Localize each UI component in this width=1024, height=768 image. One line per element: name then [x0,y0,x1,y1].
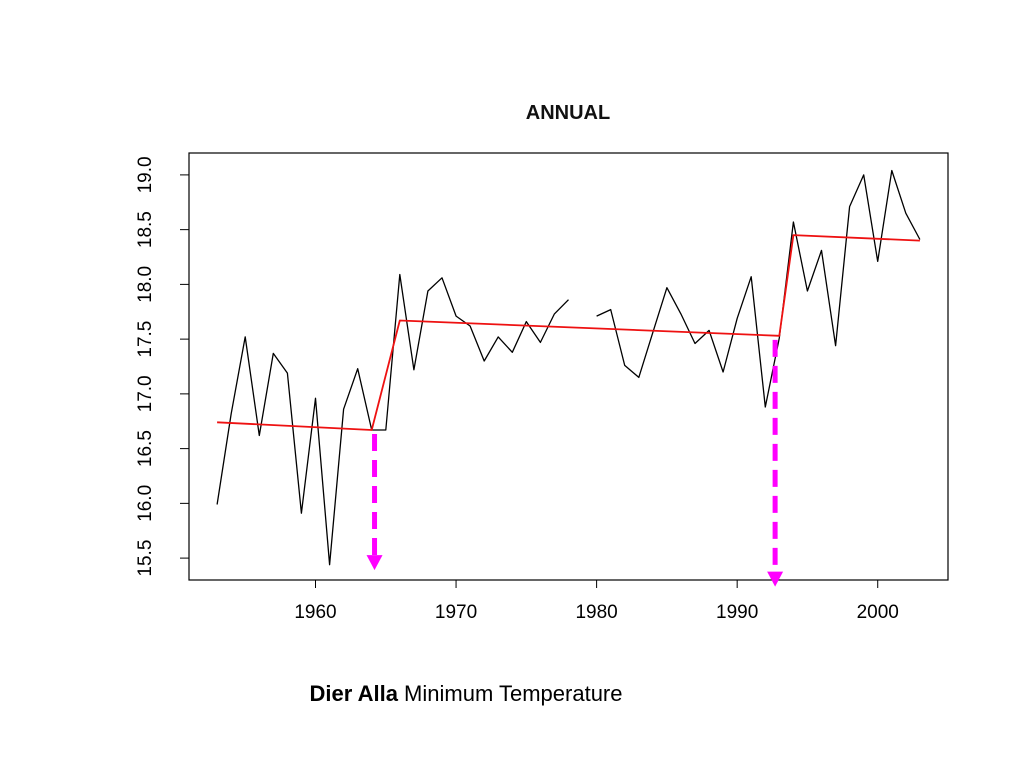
trend-step-line [217,234,920,431]
plot-frame [188,152,949,581]
y-tick-label: 17.0 [135,375,156,412]
chart-caption: Dier Alla Minimum Temperature [0,681,932,707]
y-tick-label: 17.5 [135,321,156,358]
y-tick-label: 16.5 [135,430,156,467]
chart-title: ANNUAL [526,102,610,124]
x-tick-label: 2000 [857,602,899,623]
y-tick-label: 18.0 [135,266,156,303]
y-tick-label: 18.5 [135,211,156,248]
chart: ANNUAL 1960 1970 1980 1990 2000 15.5 16.0 16.5 1… [135,102,949,623]
caption-location: Dier Alla [309,681,398,706]
x-tick-label: 1960 [294,602,336,623]
x-tick-label: 1990 [716,602,758,623]
y-tick-label: 16.0 [135,485,156,522]
temperature-series-line [596,169,921,408]
change-point-arrow-head [366,555,383,571]
x-tick-label: 1970 [435,602,477,623]
y-tick-label: 19.0 [135,156,156,193]
y-tick-label: 15.5 [135,540,156,577]
x-tick-label: 1980 [575,602,617,623]
change-point-arrow-head [767,571,784,587]
temperature-series-line [216,273,569,566]
caption-description: Minimum Temperature [397,681,623,706]
